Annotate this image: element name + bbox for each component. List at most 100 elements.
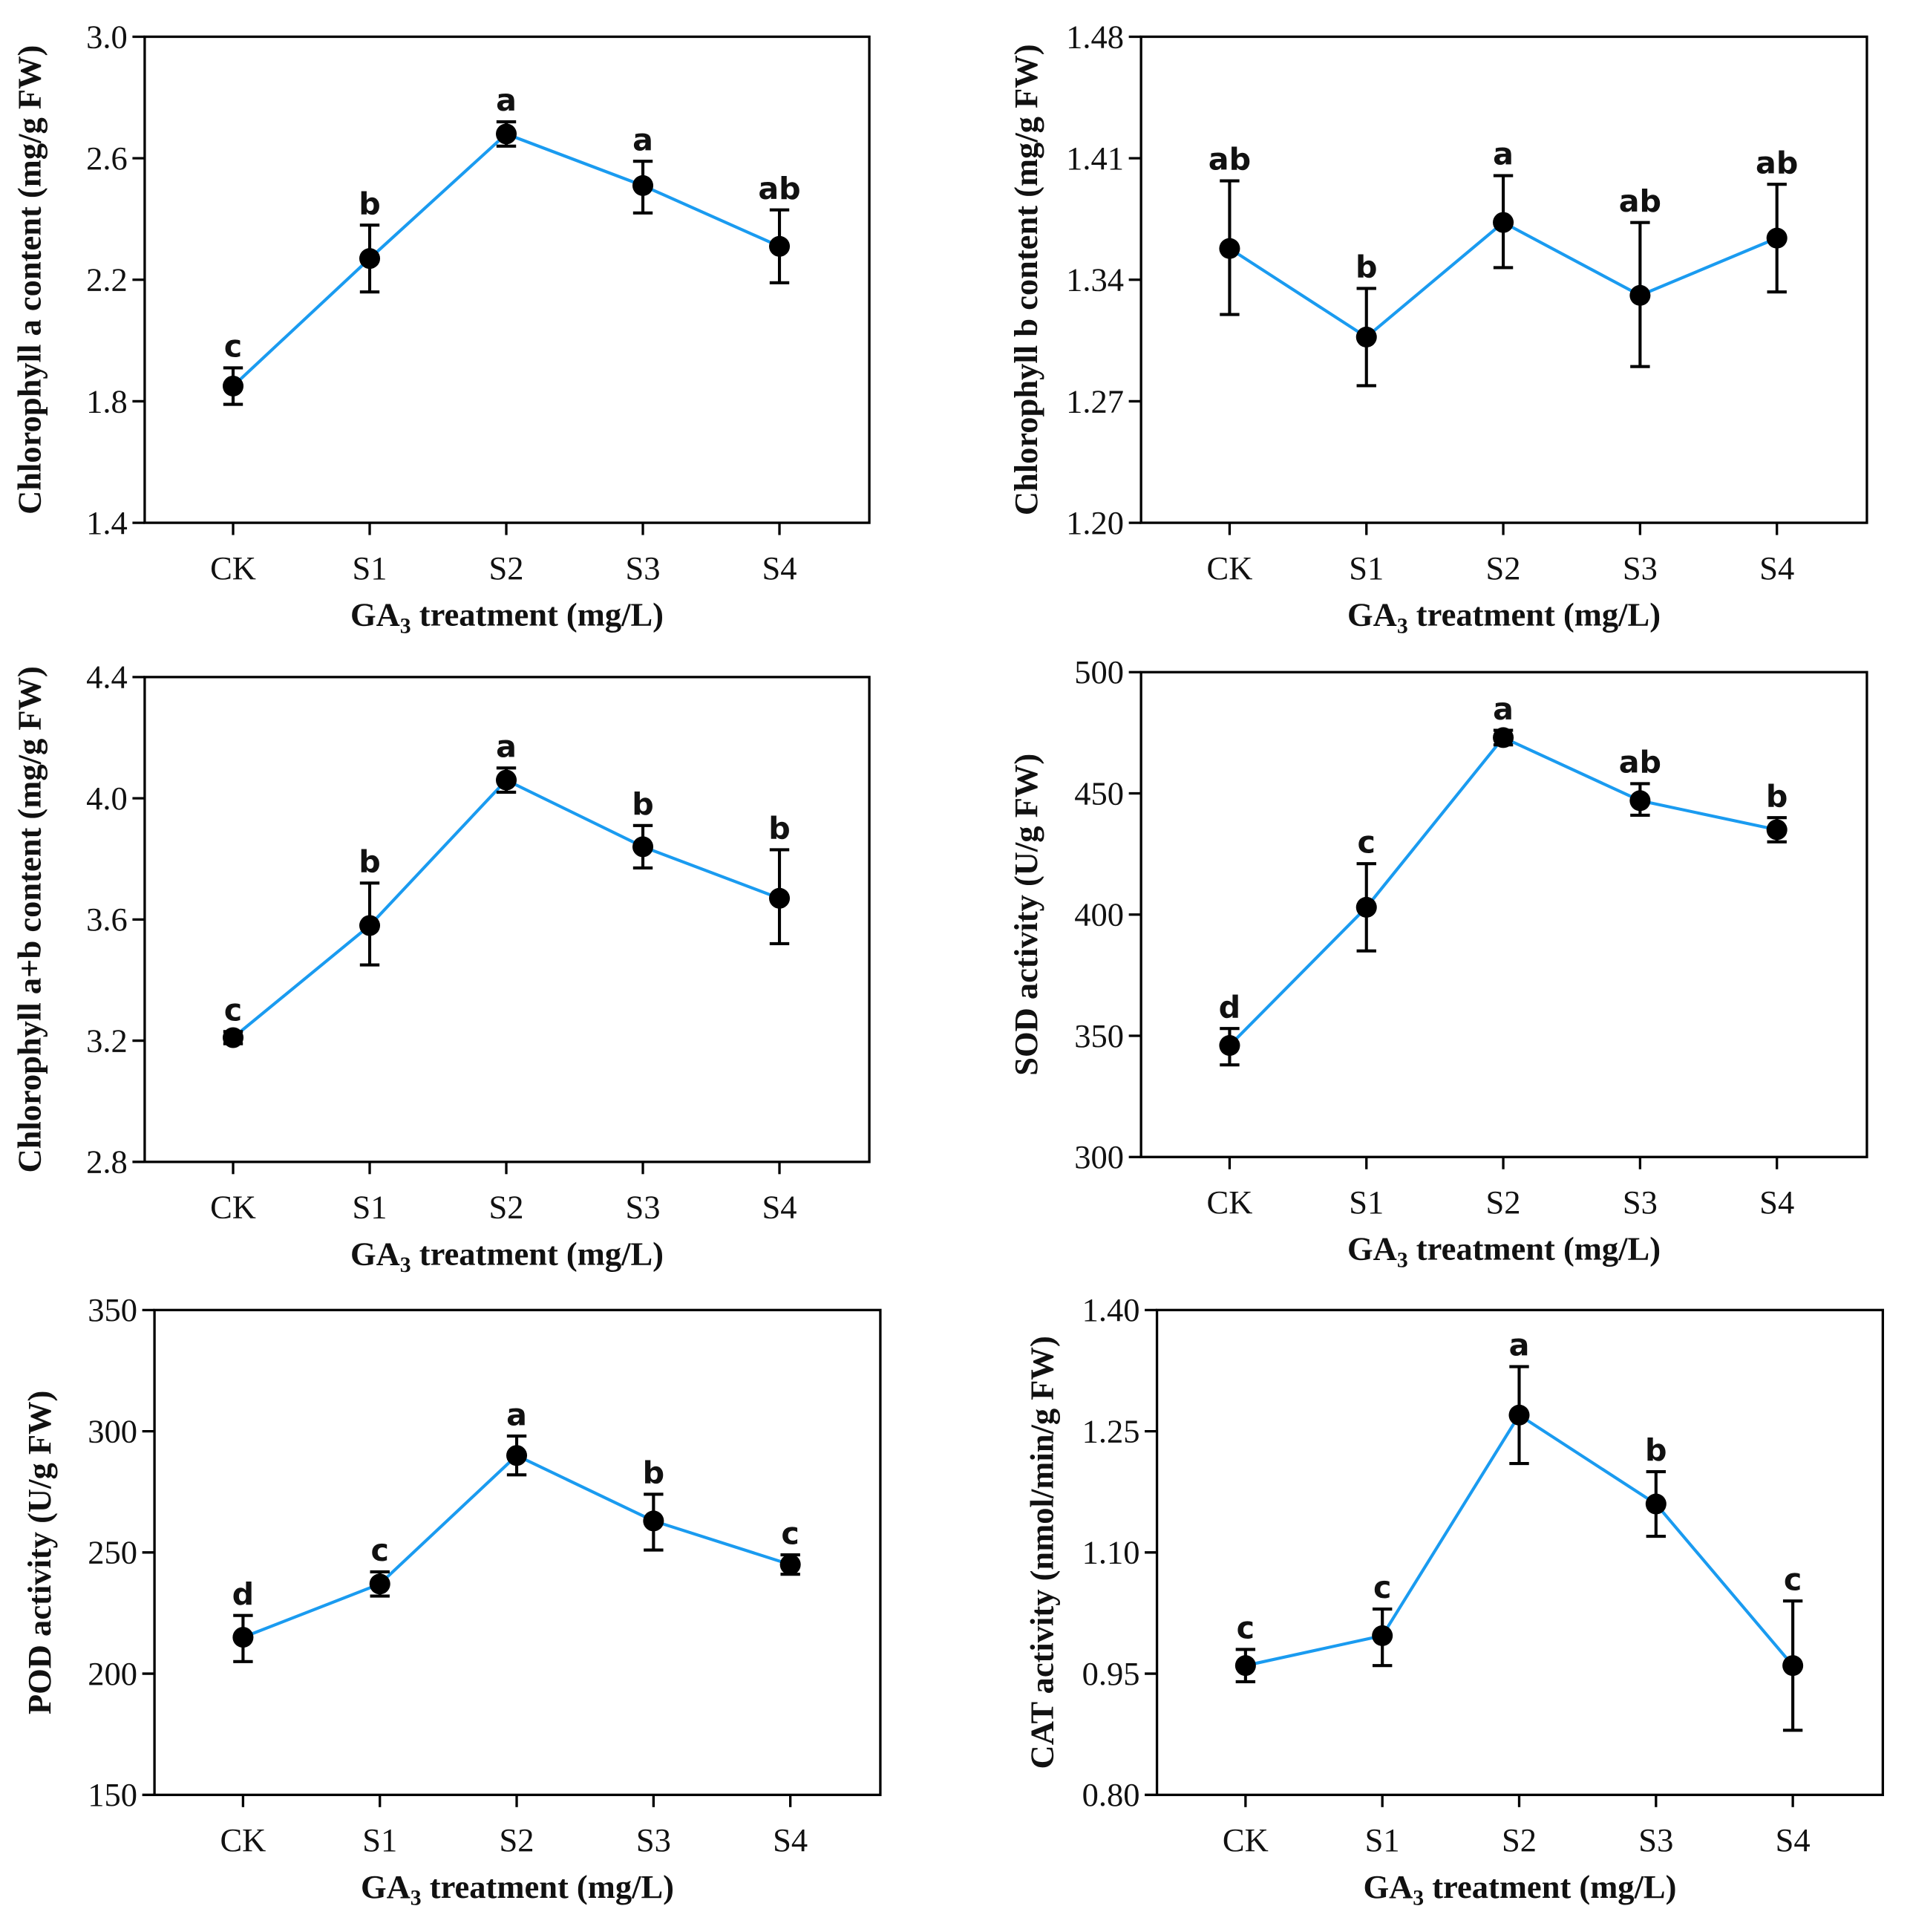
panel-pod: 150 200 250 300 350 CK S1 S2 S3 S4 GA3 treatment (… [21, 1291, 882, 1910]
data-point [1355, 896, 1377, 918]
x-tick-label: S3 [1623, 1184, 1658, 1221]
significance-letter: a [632, 122, 653, 157]
y-tick-label: 450 [1074, 774, 1124, 812]
x-axis-label: GA3 treatment (mg/L) [350, 1235, 664, 1277]
x-tick-label: CK [210, 549, 256, 587]
plot-frame [153, 1308, 882, 1796]
data-point [1629, 790, 1651, 812]
x-label-rest: treatment (mg/L) [1408, 1230, 1661, 1267]
x-tick-label: S2 [500, 1821, 534, 1858]
x-tick-label: S4 [773, 1821, 808, 1858]
x-tick-label: S2 [489, 549, 524, 587]
significance-letter: b [632, 786, 654, 822]
plot-frame [1139, 35, 1868, 524]
x-tick-label: S3 [1638, 1821, 1673, 1858]
data-point [1372, 1625, 1393, 1646]
data-point [222, 375, 244, 396]
data-point [359, 915, 381, 936]
x-tick-label: S3 [626, 549, 661, 587]
x-tick-label: CK [1207, 1184, 1253, 1221]
y-axis-label: Chlorophyll a content (mg/g FW) [11, 45, 48, 515]
x-tick-label: CK [1223, 1821, 1269, 1858]
y-tick-label: 300 [1074, 1138, 1124, 1175]
data-point [1766, 227, 1788, 249]
x-label-subscript: 3 [400, 614, 411, 638]
data-point [1645, 1493, 1667, 1515]
x-label-subscript: 3 [1397, 1249, 1408, 1273]
x-label-rest: treatment (mg/L) [1408, 596, 1661, 633]
series-line [232, 132, 780, 388]
y-tick-label: 1.8 [86, 382, 128, 420]
y-tick-label: 350 [1074, 1017, 1124, 1054]
y-tick-label: 300 [88, 1412, 137, 1449]
significance-letter: a [1509, 1328, 1530, 1363]
y-tick-label: 400 [1074, 896, 1124, 933]
x-tick-label: CK [210, 1189, 256, 1226]
x-label-rest: treatment (mg/L) [422, 1868, 674, 1905]
significance-letter: c [370, 1533, 388, 1568]
significance-letter: b [643, 1455, 665, 1491]
x-tick-label: S4 [1776, 1821, 1811, 1858]
data-point [506, 1445, 528, 1466]
significance-letter: c [781, 1515, 799, 1551]
significance-letter: ab [1756, 145, 1798, 180]
x-label-main: GA [1363, 1868, 1413, 1905]
significance-letter: c [224, 993, 242, 1028]
y-tick-label: 1.25 [1082, 1412, 1140, 1449]
x-tick-label: S3 [626, 1189, 661, 1226]
significance-letter: b [768, 811, 791, 846]
x-tick-label: S2 [489, 1189, 524, 1226]
x-label-main: GA [350, 596, 400, 633]
significance-letter: ab [1619, 745, 1661, 780]
significance-letter: c [1784, 1561, 1802, 1597]
panel-chlorophyll-b: 1.20 1.27 1.34 1.41 1.48 CK S1 S2 S3 S4 GA3 treatm… [1007, 18, 1868, 638]
y-tick-label: 200 [88, 1655, 137, 1692]
data-point [369, 1573, 390, 1595]
x-axis-label: GA3 treatment (mg/L) [350, 596, 664, 639]
y-axis-label: Chlorophyll a+b content (mg/g FW) [11, 666, 48, 1172]
data-point [1493, 727, 1514, 748]
x-tick-label: S2 [1502, 1821, 1537, 1858]
significance-letter: ab [1209, 142, 1251, 177]
y-tick-label: 1.4 [86, 504, 128, 541]
x-label-rest: treatment (mg/L) [411, 596, 664, 633]
data-point [496, 769, 517, 791]
series-line [232, 778, 780, 1040]
y-tick-label: 2.2 [86, 261, 128, 298]
x-tick-label: S1 [1349, 1184, 1384, 1221]
x-label-main: GA [350, 1235, 400, 1272]
y-tick-label: 0.95 [1082, 1655, 1140, 1692]
x-tick-label: S4 [762, 1189, 797, 1226]
significance-letter: ab [1619, 183, 1661, 219]
data-point [496, 123, 517, 145]
x-label-main: GA [1347, 596, 1397, 633]
data-point [643, 1510, 664, 1532]
significance-letter: b [1766, 778, 1788, 814]
significance-letter: d [1219, 989, 1241, 1025]
data-point [1355, 326, 1377, 347]
y-tick-label: 0.80 [1082, 1776, 1140, 1813]
significance-letter: c [1237, 1610, 1255, 1646]
data-point [769, 887, 791, 909]
significance-letter: a [1493, 137, 1514, 172]
significance-letter: b [1355, 249, 1378, 285]
y-tick-label: 2.8 [86, 1143, 128, 1181]
y-tick-label: 500 [1074, 653, 1124, 691]
x-tick-label: S1 [362, 1821, 397, 1858]
x-tick-label: S3 [1623, 549, 1658, 587]
y-axis-label: POD activity (U/g FW) [21, 1391, 58, 1714]
x-tick-label: S4 [1759, 1184, 1794, 1221]
panel-chlorophyll-a: 1.4 1.8 2.2 2.6 3.0 CK S1 S2 S3 S4 GA3 treatment (… [11, 18, 871, 639]
significance-letter: b [359, 186, 381, 221]
significance-letter: c [224, 329, 242, 365]
data-point [232, 1627, 254, 1648]
y-tick-label: 150 [88, 1776, 137, 1813]
x-tick-label: S4 [1759, 549, 1794, 587]
x-tick-label: S1 [353, 1189, 387, 1226]
y-tick-label: 1.20 [1066, 504, 1124, 541]
y-tick-label: 350 [88, 1291, 137, 1328]
x-label-subscript: 3 [1413, 1887, 1424, 1910]
data-point [1234, 1655, 1256, 1677]
x-tick-label: S2 [1486, 1184, 1521, 1221]
